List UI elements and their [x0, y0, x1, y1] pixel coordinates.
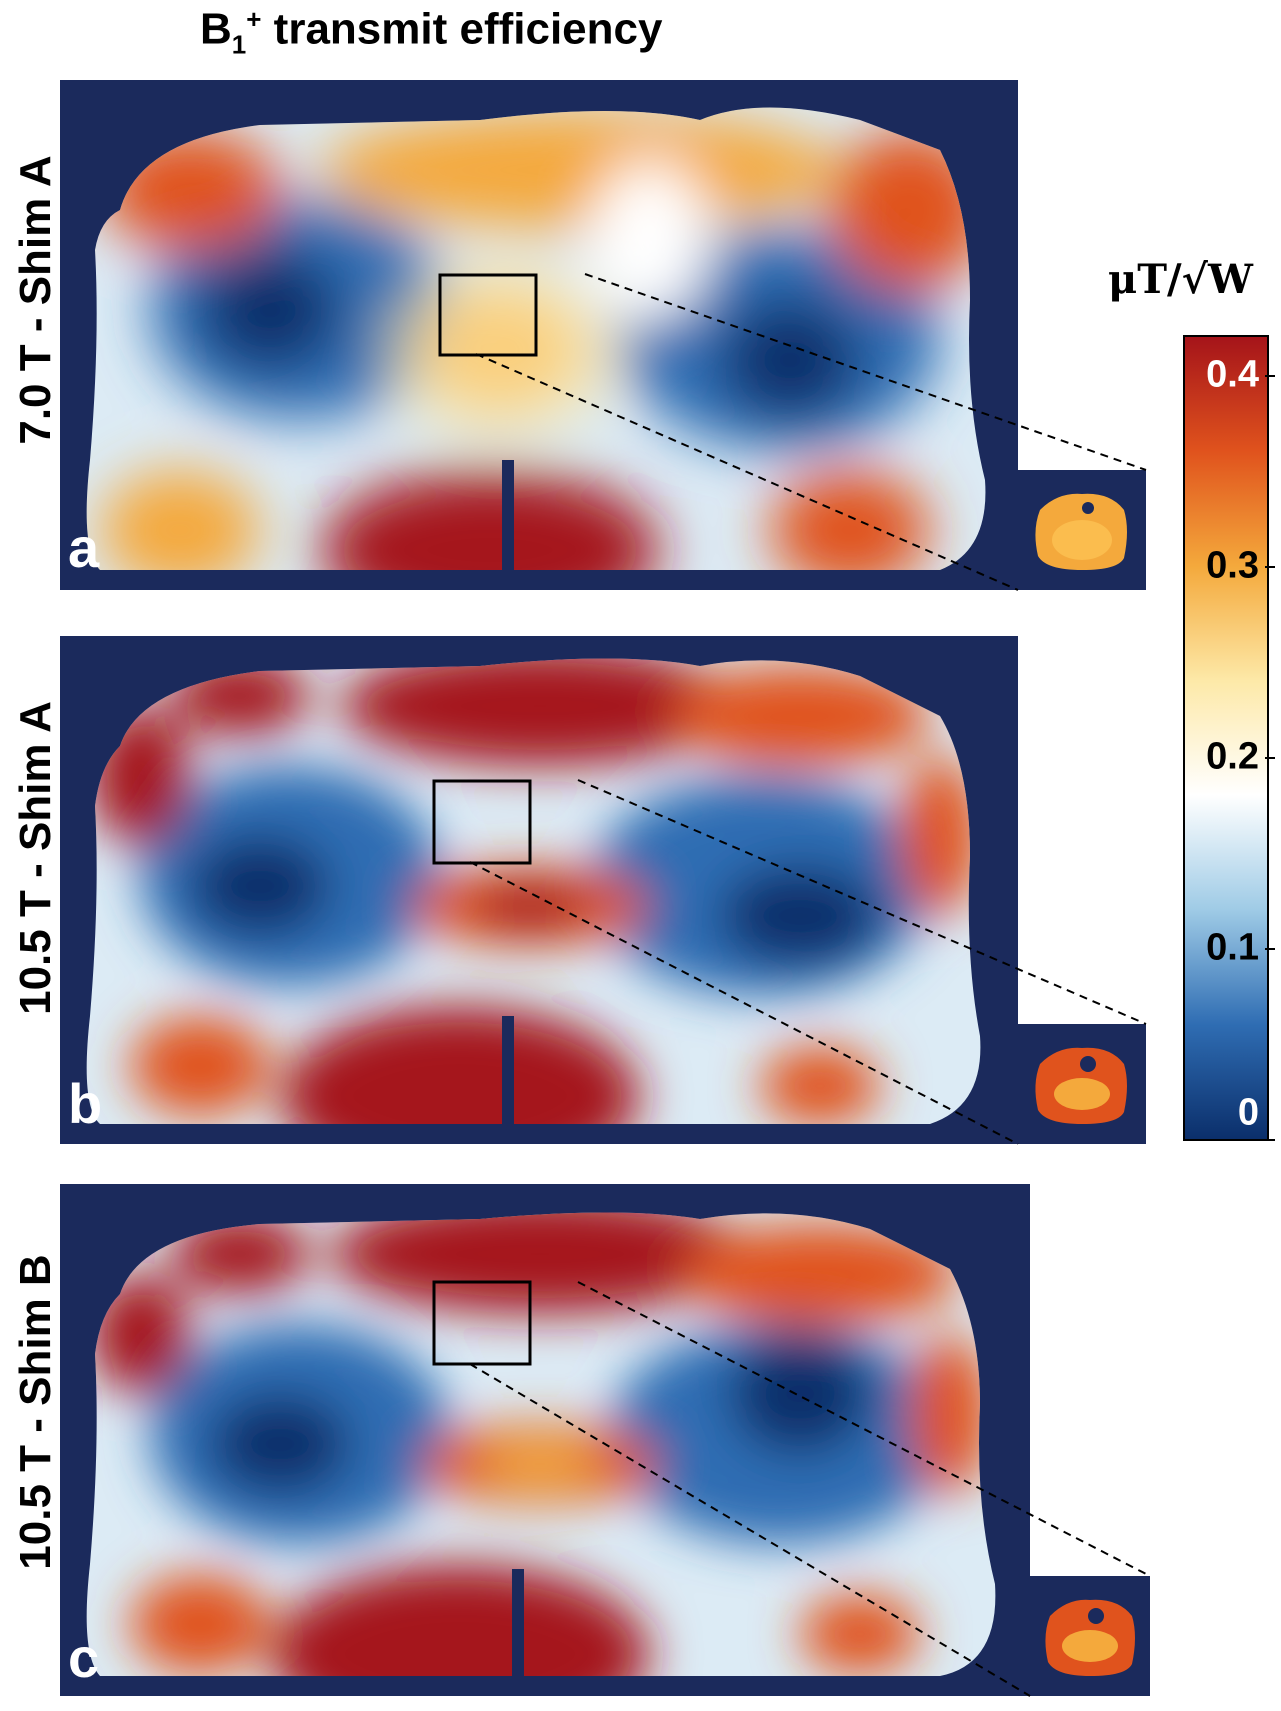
colorbar-tick-mark: [1265, 375, 1275, 378]
panel-b-inset-image: [1035, 1047, 1127, 1124]
panel-a-inset-image: [1035, 493, 1127, 570]
panel-b-heatmap: [86, 658, 981, 1124]
colorbar-tick-mark: [1265, 757, 1275, 760]
figure-title: B1+ transmit efficiency: [200, 4, 900, 60]
panel-b-letter: b: [68, 1072, 103, 1135]
title-sub: 1: [231, 29, 247, 60]
panel-c-heatmap: [86, 1212, 996, 1676]
colorbar-tick-mark: [1265, 948, 1275, 951]
panel-c-map: c: [60, 1184, 1030, 1696]
panel-b-label: 10.5 T - Shim A: [11, 701, 60, 1015]
colorbar-unit: μT/√W: [1108, 256, 1253, 303]
colorbar-tick-mark: [1265, 1139, 1275, 1141]
colorbar-tick-label: 0: [1237, 1091, 1259, 1134]
colorbar-tick-label: 0.3: [1206, 544, 1259, 587]
panel-c-inset-image: [1045, 1599, 1135, 1676]
panel-a-letter: a: [68, 516, 100, 579]
title-prefix: B: [200, 4, 232, 54]
panel-a-label: 7.0 T - Shim A: [11, 155, 60, 445]
colorbar-tick-label: 0.4: [1206, 353, 1259, 396]
panel-c-inset: [1030, 1576, 1150, 1696]
panel-b-map: b: [60, 636, 1018, 1144]
panel-a-heatmap: [86, 107, 986, 570]
panel-b-inset: [1018, 1024, 1146, 1144]
panel-a-map: a: [60, 80, 1018, 590]
panel-c-label: 10.5 T - Shim B: [11, 1254, 60, 1570]
colorbar-tick-label: 0.1: [1206, 926, 1259, 969]
colorbar-tick-mark: [1265, 566, 1275, 569]
title-sup: +: [246, 4, 262, 34]
panel-a-inset: [1018, 470, 1146, 590]
colorbar-tick-label: 0.2: [1206, 735, 1259, 778]
title-rest: transmit efficiency: [261, 4, 663, 54]
colorbar: 0.4 0.3 0.2 0.1 0: [1183, 335, 1275, 1141]
panel-c-letter: c: [68, 1626, 100, 1689]
